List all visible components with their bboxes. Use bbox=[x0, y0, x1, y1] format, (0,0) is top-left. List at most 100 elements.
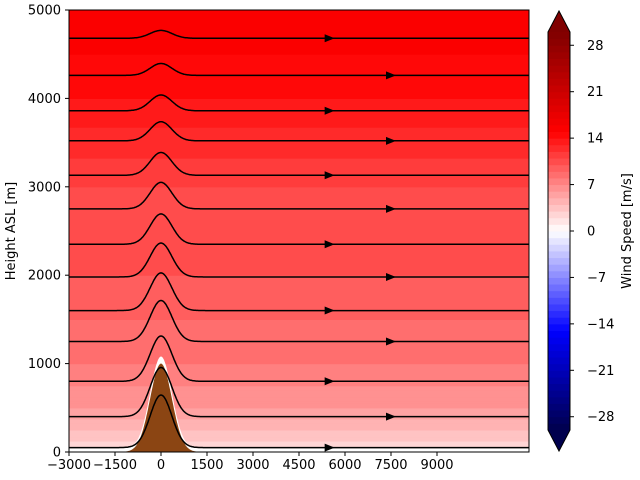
colorbar-tick-label: −14 bbox=[587, 317, 614, 332]
field-band bbox=[69, 410, 529, 413]
field-band bbox=[69, 166, 529, 170]
field-band bbox=[69, 120, 529, 124]
colorbar-level bbox=[548, 317, 570, 325]
colorbar-level bbox=[548, 383, 570, 391]
field-band bbox=[69, 348, 529, 351]
field-band bbox=[69, 47, 529, 51]
streamline-arrow bbox=[324, 306, 335, 315]
field-band bbox=[69, 175, 529, 179]
streamline-arrow bbox=[324, 443, 335, 452]
colorbar-level bbox=[548, 32, 570, 40]
field-band bbox=[69, 219, 529, 223]
colorbar-level bbox=[548, 376, 570, 385]
colorbar-level bbox=[548, 357, 570, 365]
colorbar-outline bbox=[547, 9, 571, 453]
field-band bbox=[69, 398, 529, 402]
field-band bbox=[69, 29, 529, 33]
field-band bbox=[69, 341, 529, 345]
field-band bbox=[69, 14, 529, 18]
wind-speed-field bbox=[69, 10, 529, 452]
x-tick-label: 6000 bbox=[328, 458, 361, 473]
field-band bbox=[69, 392, 529, 396]
streamline bbox=[69, 151, 529, 177]
field-band bbox=[69, 171, 529, 175]
streamline-arrow bbox=[386, 272, 396, 281]
colorbar-level bbox=[548, 244, 570, 252]
field-band bbox=[69, 184, 529, 188]
field-band bbox=[69, 197, 529, 201]
field-band bbox=[69, 82, 529, 86]
field-band bbox=[69, 257, 529, 261]
field-band bbox=[69, 204, 529, 208]
field-band bbox=[69, 414, 529, 418]
field-band bbox=[69, 290, 529, 294]
colorbar-level bbox=[548, 257, 570, 265]
field-band bbox=[69, 401, 529, 404]
field-band bbox=[69, 155, 529, 159]
colorbar-tick-label: −7 bbox=[587, 271, 606, 286]
colorbar-level bbox=[548, 118, 570, 126]
field-band bbox=[69, 261, 529, 265]
x-tick-label: 1500 bbox=[190, 458, 223, 473]
field-band bbox=[69, 85, 529, 88]
field-band bbox=[69, 98, 529, 102]
x-tick-label: 9000 bbox=[420, 458, 453, 473]
field-band bbox=[69, 180, 529, 183]
streamline-arrow bbox=[386, 337, 396, 346]
colorbar-level bbox=[548, 284, 570, 292]
field-band bbox=[69, 284, 529, 287]
field-band bbox=[69, 246, 529, 250]
field-band bbox=[69, 182, 529, 186]
colorbar-level bbox=[548, 38, 570, 46]
field-band bbox=[69, 18, 529, 22]
colorbar-tick-label: 28 bbox=[587, 39, 604, 54]
field-band bbox=[69, 102, 529, 106]
field-band bbox=[69, 310, 529, 314]
field-band bbox=[69, 438, 529, 442]
field-band bbox=[69, 164, 529, 168]
field-band bbox=[69, 135, 529, 139]
field-band bbox=[69, 421, 529, 424]
field-band bbox=[69, 127, 529, 130]
field-band bbox=[69, 436, 529, 440]
streamline-layer bbox=[69, 29, 529, 452]
field-band bbox=[69, 160, 529, 164]
field-band bbox=[69, 100, 529, 104]
field-band bbox=[69, 49, 529, 53]
field-band bbox=[69, 381, 529, 385]
field-band bbox=[69, 328, 529, 332]
colorbar-extend-max bbox=[548, 11, 570, 32]
field-band bbox=[69, 423, 529, 427]
field-band bbox=[69, 40, 529, 44]
field-band bbox=[69, 303, 529, 307]
field-band bbox=[69, 292, 529, 296]
field-band bbox=[69, 67, 529, 71]
colorbar-level bbox=[548, 350, 570, 358]
colorbar-level bbox=[548, 58, 570, 66]
field-band bbox=[69, 76, 529, 80]
field-band bbox=[69, 374, 529, 378]
colorbar-level bbox=[548, 231, 570, 239]
field-band bbox=[69, 189, 529, 192]
field-band bbox=[69, 288, 529, 292]
field-band bbox=[69, 372, 529, 376]
colorbar-level bbox=[548, 65, 570, 73]
colorbar-level bbox=[548, 217, 570, 225]
field-band bbox=[69, 231, 529, 234]
field-band bbox=[69, 440, 529, 444]
field-band bbox=[69, 248, 529, 252]
field-band bbox=[69, 133, 529, 137]
colorbar-level bbox=[548, 138, 570, 146]
field-band bbox=[69, 277, 529, 281]
colorbar-level bbox=[548, 403, 570, 411]
field-band bbox=[69, 295, 529, 298]
colorbar-level bbox=[548, 343, 570, 351]
streamline bbox=[69, 213, 529, 246]
colorbar-level bbox=[548, 310, 570, 318]
colorbar: 28 21 14 7 0 −7 −14 −21 −28 bbox=[547, 9, 614, 453]
colorbar-level bbox=[548, 390, 570, 398]
field-band bbox=[69, 368, 529, 371]
colorbar-level bbox=[548, 250, 570, 259]
streamline-arrow bbox=[324, 106, 335, 115]
